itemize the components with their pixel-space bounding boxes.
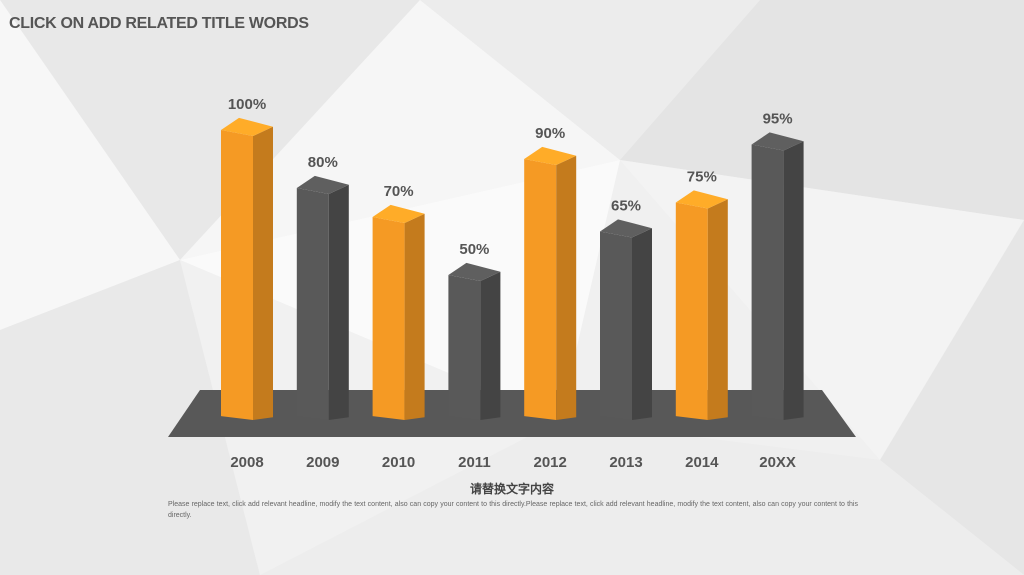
bar-top-2008 <box>221 117 273 137</box>
bar-top-2014 <box>675 190 728 209</box>
bar-value-label: 90% <box>535 125 565 142</box>
content-body-text: Please replace text, click add relevant … <box>168 501 858 519</box>
bar-front-2013 <box>600 231 632 420</box>
bar-top-2013 <box>600 219 652 238</box>
bar-side-2013 <box>632 228 652 420</box>
bar-front-2012 <box>524 159 557 420</box>
bar-value-label: 75% <box>687 169 717 186</box>
bar-top-2010 <box>372 204 425 224</box>
category-label: 2010 <box>382 454 415 471</box>
bar-side-2010 <box>404 213 425 420</box>
bar-value-label: 70% <box>384 183 414 200</box>
bar-side-2008 <box>253 126 273 420</box>
bar-side-20XX <box>783 141 804 420</box>
bar-front-20XX <box>751 144 784 420</box>
slide-title: CLICK ON ADD RELATED TITLE WORDS <box>9 15 309 32</box>
bar-value-label: 80% <box>308 154 338 171</box>
category-label: 2009 <box>306 454 339 471</box>
bar-front-2010 <box>372 217 405 420</box>
bar-side-2011 <box>480 271 501 420</box>
category-label: 20XX <box>759 454 796 471</box>
bar-front-2011 <box>448 275 481 420</box>
bar-front-2008 <box>221 130 253 420</box>
category-label: 2008 <box>230 454 263 471</box>
bar-value-label: 65% <box>611 198 641 215</box>
category-label: 2012 <box>534 454 567 471</box>
bar-top-20XX <box>751 132 804 151</box>
content-subtitle: 请替换文字内容 <box>469 482 554 496</box>
bar-side-2012 <box>556 155 577 420</box>
bar-value-label: 100% <box>228 96 266 113</box>
bar-side-2009 <box>328 184 349 420</box>
category-label: 2014 <box>685 454 719 471</box>
bar-side-2014 <box>707 199 728 420</box>
bar-front-2014 <box>675 202 708 420</box>
bar-top-2011 <box>448 262 501 282</box>
category-label: 2011 <box>458 454 491 471</box>
bar-value-label: 95% <box>763 111 793 128</box>
bar-top-2009 <box>296 175 349 195</box>
bar-value-label: 50% <box>459 241 489 258</box>
bar-front-2009 <box>296 188 329 420</box>
category-label: 2013 <box>609 454 642 471</box>
bar-top-2012 <box>524 146 577 166</box>
